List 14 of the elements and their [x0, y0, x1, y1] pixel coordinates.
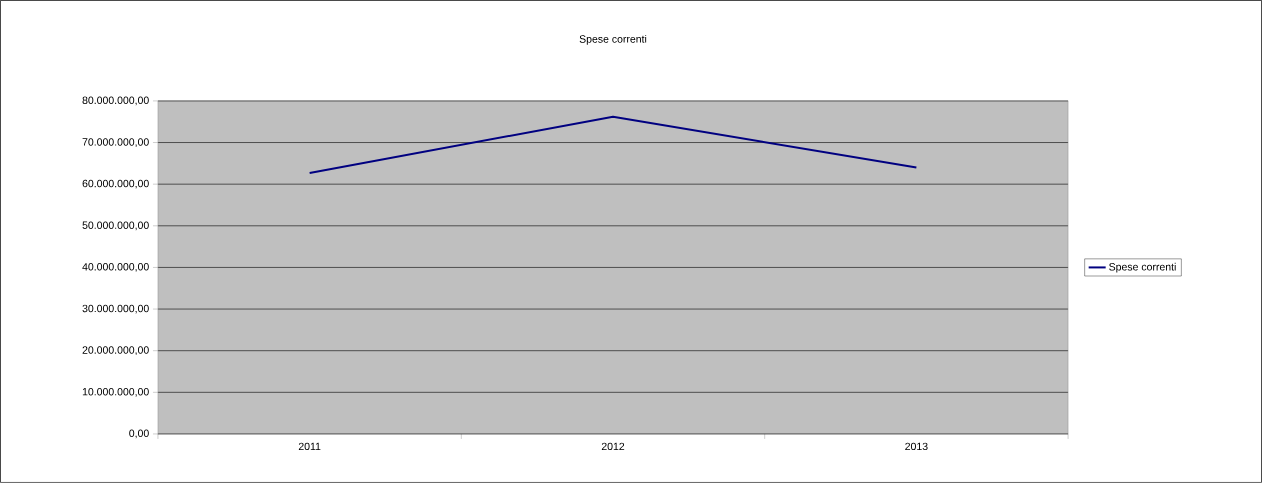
legend-label: Spese correnti [1109, 262, 1176, 273]
y-tick-label: 80.000.000,00 [82, 96, 149, 106]
y-tick-label: 20.000.000,00 [82, 346, 149, 356]
x-tick-label: 2013 [905, 442, 928, 451]
y-tick-label: 60.000.000,00 [82, 179, 149, 189]
y-tick-label: 50.000.000,00 [82, 221, 149, 231]
y-tick-label: 0,00 [129, 429, 149, 439]
y-tick-label: 40.000.000,00 [82, 263, 149, 272]
y-tick-label: 70.000.000,00 [82, 138, 149, 147]
x-tick-label: 2011 [298, 442, 321, 451]
y-tick-label: 30.000.000,00 [82, 304, 149, 314]
x-tick-label: 2012 [601, 442, 625, 451]
y-tick-label: 10.000.000,00 [82, 388, 149, 397]
chart-title: Spese correnti [579, 35, 647, 45]
